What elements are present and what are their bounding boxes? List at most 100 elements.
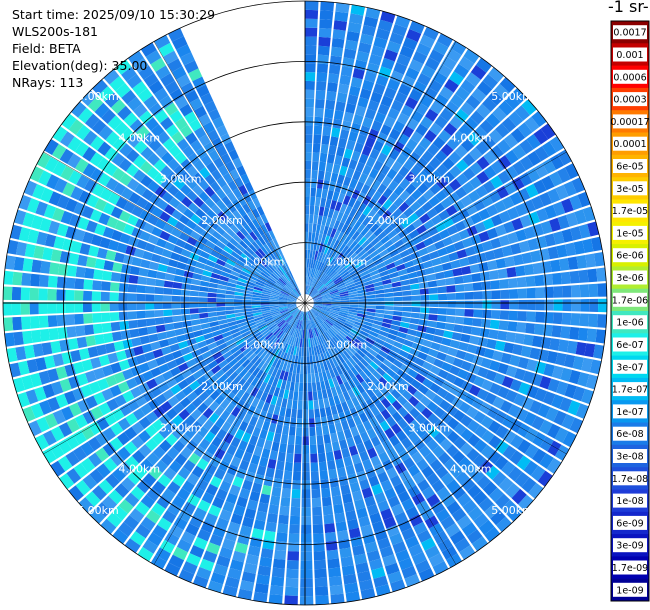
azimuth-spoke xyxy=(304,151,567,304)
range-ring-label: 1.00km xyxy=(243,338,285,351)
colorbar-tick-label: 0.001 xyxy=(616,50,643,61)
colorbar-title: -1 sr- xyxy=(608,0,649,16)
ray xyxy=(42,307,298,464)
range-ring-label: 4.00km xyxy=(119,463,161,476)
colorbar-tick-label: 6e-09 xyxy=(616,518,643,529)
colorbar-label-bg xyxy=(613,582,647,597)
colorbar-label-bg xyxy=(613,404,647,419)
ray xyxy=(311,88,527,297)
ray xyxy=(150,310,301,570)
ray xyxy=(52,126,298,299)
ray xyxy=(313,303,607,328)
ray xyxy=(313,267,607,303)
ray xyxy=(68,308,299,502)
colorbar-label-bg xyxy=(613,159,647,173)
ray xyxy=(311,309,523,522)
ray xyxy=(103,69,300,297)
ray xyxy=(311,99,537,298)
ray xyxy=(313,177,585,300)
ray xyxy=(313,304,604,359)
colorbar: 0.0017 0.001 0.0006 0.0003 0.00017 0.0001 6e-0… xyxy=(610,20,650,602)
colorbar-tick-label: 3e-06 xyxy=(616,273,643,284)
ray xyxy=(305,311,329,605)
colorbar-tick-label: 1.7e-06 xyxy=(612,295,648,306)
ray xyxy=(61,113,299,298)
range-ring-label: 1.00km xyxy=(326,338,368,351)
range-ring-label: 5.00km xyxy=(77,90,119,103)
colorbar-tick-label: 1e-09 xyxy=(616,585,643,596)
ray xyxy=(92,79,299,297)
ray xyxy=(308,311,421,588)
field-name: Field: BETA xyxy=(12,41,81,56)
ray xyxy=(309,310,476,560)
ray xyxy=(305,311,345,604)
colorbar-label-bg xyxy=(613,337,647,352)
ray xyxy=(309,33,453,296)
ray xyxy=(3,286,297,303)
ray xyxy=(17,305,297,408)
ray xyxy=(310,309,501,542)
colorbar-label-bg xyxy=(613,25,647,40)
ray xyxy=(313,191,591,301)
ray xyxy=(299,311,314,606)
colorbar-tick-label: 1e-06 xyxy=(616,318,643,329)
ray xyxy=(4,303,297,347)
ray xyxy=(313,305,594,405)
colorbar-label-bg xyxy=(613,359,647,374)
ray xyxy=(311,111,547,298)
colorbar-label-bg xyxy=(613,449,647,463)
ray xyxy=(7,239,297,302)
ray xyxy=(12,305,297,393)
range-ring-label: 4.00km xyxy=(119,131,161,144)
ray xyxy=(23,180,297,300)
ray xyxy=(81,90,299,297)
range-ring-label: 2.00km xyxy=(201,380,243,393)
ray xyxy=(306,4,366,295)
colorbar-label-bg xyxy=(613,225,647,240)
ray xyxy=(2,302,297,316)
ray xyxy=(100,309,300,535)
azimuth-spoke xyxy=(153,302,306,565)
ray xyxy=(268,311,305,605)
ray xyxy=(34,307,298,451)
ray xyxy=(306,311,376,600)
ray xyxy=(284,311,305,605)
azimuth-spoke xyxy=(304,302,567,455)
ray xyxy=(307,311,406,592)
azimuth-spoke xyxy=(304,41,457,304)
ray xyxy=(3,270,297,303)
ray xyxy=(6,304,297,363)
colorbar-tick-label: 1.7e-09 xyxy=(612,563,648,574)
colorbar-tick-label: 6e-08 xyxy=(616,429,643,440)
colorbar-tick-label: 0.0001 xyxy=(613,139,646,150)
colorbar-tick-label: 6e-07 xyxy=(616,340,643,351)
colorbar-label-bg xyxy=(613,114,647,129)
colorbar-tick-label: 6e-06 xyxy=(616,251,643,262)
colorbar-label-bg xyxy=(613,382,647,397)
ray xyxy=(237,311,304,601)
grid-layer xyxy=(2,0,608,606)
ray xyxy=(168,28,302,296)
ray xyxy=(312,163,579,300)
ray xyxy=(112,309,300,544)
ray xyxy=(306,311,361,603)
ray xyxy=(115,59,300,297)
colorbar-tick-label: 1e-05 xyxy=(616,228,643,239)
elevation-readout: Elevation(deg): 35.00 xyxy=(12,58,148,73)
ray xyxy=(44,139,298,299)
ray xyxy=(313,305,598,390)
range-ring-label: 5.00km xyxy=(77,504,119,517)
ray xyxy=(313,306,589,419)
ray xyxy=(308,310,449,575)
ray xyxy=(313,206,596,301)
ray xyxy=(310,310,488,552)
ring-label-layer: 1.00km 2.00km 3.00km 4.00km 5.00km 1.00km 2.00… xyxy=(77,90,533,517)
ray xyxy=(89,309,299,524)
ray xyxy=(305,2,350,295)
ray xyxy=(50,307,298,477)
ray xyxy=(222,311,303,597)
ray xyxy=(78,308,299,513)
ray xyxy=(124,310,300,554)
ray xyxy=(310,67,504,297)
ray xyxy=(164,310,302,577)
